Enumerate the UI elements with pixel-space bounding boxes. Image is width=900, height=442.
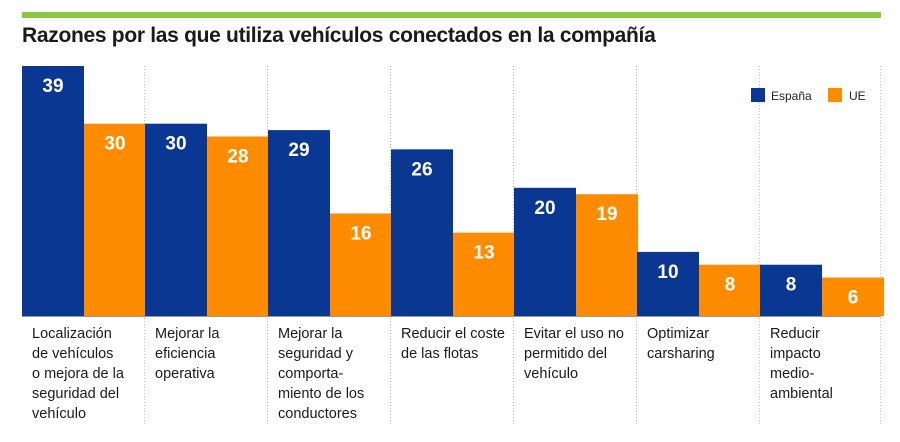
bars <box>22 66 884 316</box>
category-label: Reducir impacto medio-ambiental <box>770 326 833 402</box>
category-labels: Localización de vehículos o mejora de la se… <box>32 326 833 422</box>
category-label-line: de las flotas <box>401 346 478 362</box>
category-label-line: seguridad y <box>278 346 354 362</box>
bar-ue <box>699 264 761 316</box>
legend-swatch-ue <box>828 88 842 102</box>
legend-label-espana: España <box>771 89 812 103</box>
category-label-line: comporta- <box>278 366 343 382</box>
bar-value-label-ue: 28 <box>227 147 248 168</box>
category-label: Optimizar carsharing <box>647 326 715 362</box>
category-label-line: Evitar el uso no <box>524 326 624 342</box>
category-label-line: permitido del <box>524 346 607 362</box>
category-label-line: o mejora de la <box>32 366 125 382</box>
bar-value-label-ue: 8 <box>725 275 736 296</box>
title-accent-rule <box>22 12 881 18</box>
category-label: Evitar el uso no permitido del vehículo <box>524 326 624 382</box>
category-label: Reducir el coste de las flotas <box>401 326 505 362</box>
bar-value-label-espana: 26 <box>411 159 432 180</box>
category-label-line: eficiencia <box>155 346 216 362</box>
bar-value-label-espana: 20 <box>534 198 555 219</box>
bar-value-label-ue: 13 <box>473 243 494 264</box>
category-label: Mejorar la seguridad y comporta-miento de … <box>278 326 364 422</box>
bar-espana <box>145 123 207 316</box>
bar-espana <box>760 264 822 316</box>
legend-swatch-espana <box>751 88 765 102</box>
category-label: Localización de vehículos o mejora de la se… <box>32 326 125 422</box>
gridlines <box>22 66 881 425</box>
legend: España UE <box>751 88 866 103</box>
category-label-line: de vehículos <box>32 346 113 362</box>
bar-value-label-espana: 10 <box>657 262 678 283</box>
bar-ue <box>84 123 146 316</box>
bar-value-label-espana: 39 <box>42 76 63 97</box>
chart-title: Razones por las que utiliza vehículos co… <box>22 24 656 47</box>
bar-value-labels: 39 30 30 28 29 16 26 13 20 19 10 8 8 6 <box>42 76 858 309</box>
category-label-line: ambiental <box>770 386 833 402</box>
legend-label-ue: UE <box>849 89 866 103</box>
bar-value-label-ue: 19 <box>596 204 617 225</box>
bar-value-label-ue: 6 <box>848 288 859 309</box>
category-label-line: operativa <box>155 366 216 382</box>
bar-value-label-ue: 16 <box>350 223 371 244</box>
bar-ue <box>822 277 884 316</box>
category-label-line: Reducir <box>770 326 820 342</box>
category-label-line: conductores <box>278 406 357 422</box>
category-label-line: vehículo <box>32 406 86 422</box>
bar-ue <box>207 136 269 316</box>
category-label-line: seguridad del <box>32 386 119 402</box>
category-label-line: vehículo <box>524 366 578 382</box>
bar-espana <box>637 251 699 316</box>
bar-espana <box>391 149 453 316</box>
bar-value-label-espana: 30 <box>165 134 186 155</box>
category-label-line: Optimizar <box>647 326 709 342</box>
bar-ue <box>453 232 515 316</box>
category-label-line: Localización <box>32 326 112 342</box>
bar-value-label-espana: 8 <box>786 275 797 296</box>
category-label-line: impacto <box>770 346 821 362</box>
bar-ue <box>576 194 638 316</box>
category-label-line: medio- <box>770 366 814 382</box>
bar-espana <box>22 66 84 316</box>
bar-espana <box>514 187 576 316</box>
category-label-line: Mejorar la <box>155 326 220 342</box>
bar-value-label-espana: 29 <box>288 140 309 161</box>
bar-ue <box>330 213 392 316</box>
bar-espana <box>268 130 330 316</box>
category-label-line: Mejorar la <box>278 326 343 342</box>
category-label: Mejorar la eficiencia operativa <box>155 326 220 382</box>
category-label-line: carsharing <box>647 346 715 362</box>
category-label-line: Reducir el coste <box>401 326 505 342</box>
category-label-line: miento de los <box>278 386 364 402</box>
bar-value-label-ue: 30 <box>104 134 125 155</box>
